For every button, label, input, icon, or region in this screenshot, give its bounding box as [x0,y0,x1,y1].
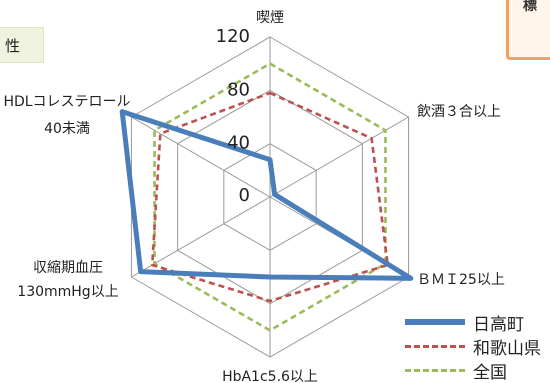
radar-tick-labels: 0 40 80 120 [216,26,250,206]
axis-label: ＢＭＩ25以上 [417,272,505,288]
series-line [153,62,387,332]
axis-label: 飲酒３合以上 [417,104,501,120]
side-tab-label: 性 [5,36,21,55]
legend-swatch [405,368,465,372]
grid-spoke [269,116,409,198]
r-tick-label: 40 [227,133,250,154]
side-tab: 性 [0,27,44,63]
legend-swatch [405,319,465,325]
radar-series [119,62,414,332]
corner-box-label: 標 [523,0,537,14]
axis-label: 喫煙 [256,10,284,26]
legend-item: 日高町 [405,310,541,335]
r-tick-label: 80 [227,79,250,100]
legend-item: 全国 [405,358,541,383]
corner-box: 標 [506,0,550,60]
legend-label: 日高町 [473,314,524,335]
axis-label: 40未満 [44,121,90,137]
chart-legend: 日高町 和歌山県 全国 [405,310,541,383]
radar-grid [130,36,410,358]
series-line [119,109,414,281]
series-line [150,91,390,303]
axis-label: HbA1c5.6以上 [222,369,318,383]
axis-label: 収縮期血圧 [33,260,103,276]
r-tick-label: 0 [239,185,250,206]
r-tick-label: 120 [216,26,250,47]
axis-label: HDLコレステロール [3,94,130,110]
legend-item: 和歌山県 [405,334,541,359]
legend-swatch [405,344,465,348]
legend-label: 全国 [473,362,507,383]
grid-spoke [131,116,271,198]
legend-label: 和歌山県 [473,338,541,359]
axis-label: 130mmHg以上 [17,284,118,300]
